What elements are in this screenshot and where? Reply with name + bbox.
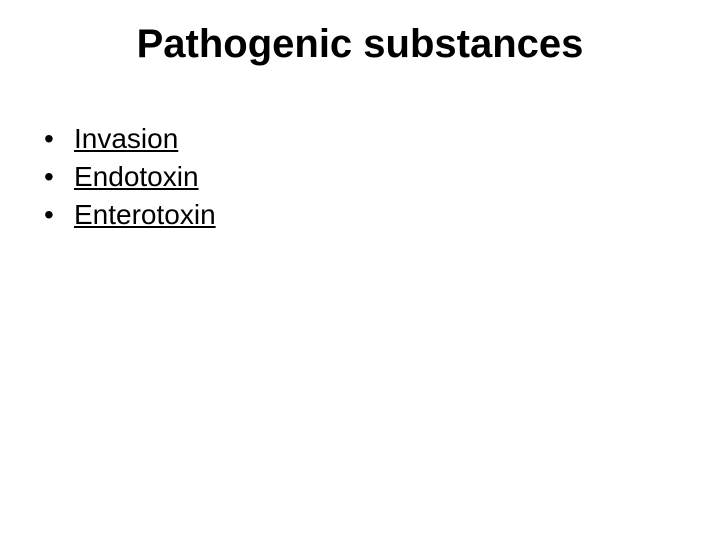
bullet-text: Endotoxin [74,158,199,196]
list-item: • Endotoxin [40,158,216,196]
bullet-icon: • [40,196,74,234]
slide-title: Pathogenic substances [0,0,720,67]
bullet-text: Invasion [74,120,178,158]
list-item: • Invasion [40,120,216,158]
bullet-list: • Invasion • Endotoxin • Enterotoxin [40,120,216,233]
bullet-icon: • [40,120,74,158]
bullet-text: Enterotoxin [74,196,216,234]
list-item: • Enterotoxin [40,196,216,234]
slide: Pathogenic substances • Invasion • Endot… [0,0,720,540]
bullet-icon: • [40,158,74,196]
